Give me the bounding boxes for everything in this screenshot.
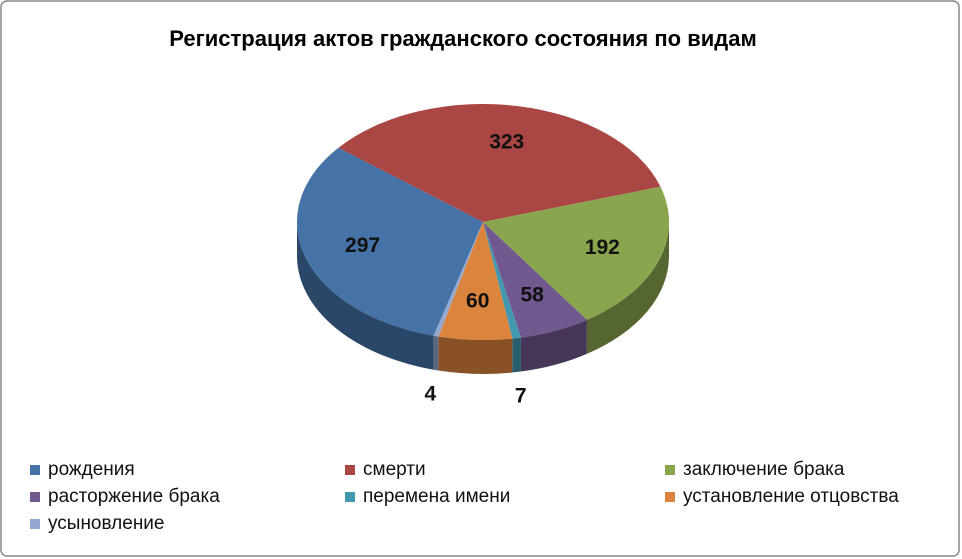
value-label: 323 [489,131,524,154]
legend-swatch [30,519,40,529]
slice-side [586,222,669,354]
legend-label: установление отцовства [683,486,899,507]
slice [338,103,661,222]
legend-swatch [345,492,355,502]
legend-label: перемена имени [363,486,510,507]
value-label: 60 [466,290,489,313]
legend-swatch [345,465,355,475]
slice [483,222,521,339]
slice [483,222,587,338]
legend-swatch [30,465,40,475]
value-label: 297 [345,234,380,257]
legend-label: заключение брака [683,459,845,480]
legend-swatch [30,492,40,502]
slice-side [512,337,521,373]
slice [297,147,483,336]
legend-swatch [665,492,675,502]
legend-label: смерти [363,459,426,480]
chart-title: Регистрация актов гражданского состояния… [169,26,757,51]
slice-side [297,222,434,370]
slice-side [438,336,513,375]
legend-label: усыновление [48,513,165,534]
value-label: 4 [425,383,437,406]
slice-side [520,319,587,372]
value-label: 7 [515,385,527,408]
value-label: 58 [520,283,544,306]
legend-label: расторжение брака [48,486,220,507]
slice-side [433,335,439,371]
legend-label: рождения [48,459,135,480]
slice [433,222,483,337]
slice [483,186,669,320]
legend-swatch [665,465,675,475]
slice [438,222,513,340]
value-label: 192 [585,236,620,259]
